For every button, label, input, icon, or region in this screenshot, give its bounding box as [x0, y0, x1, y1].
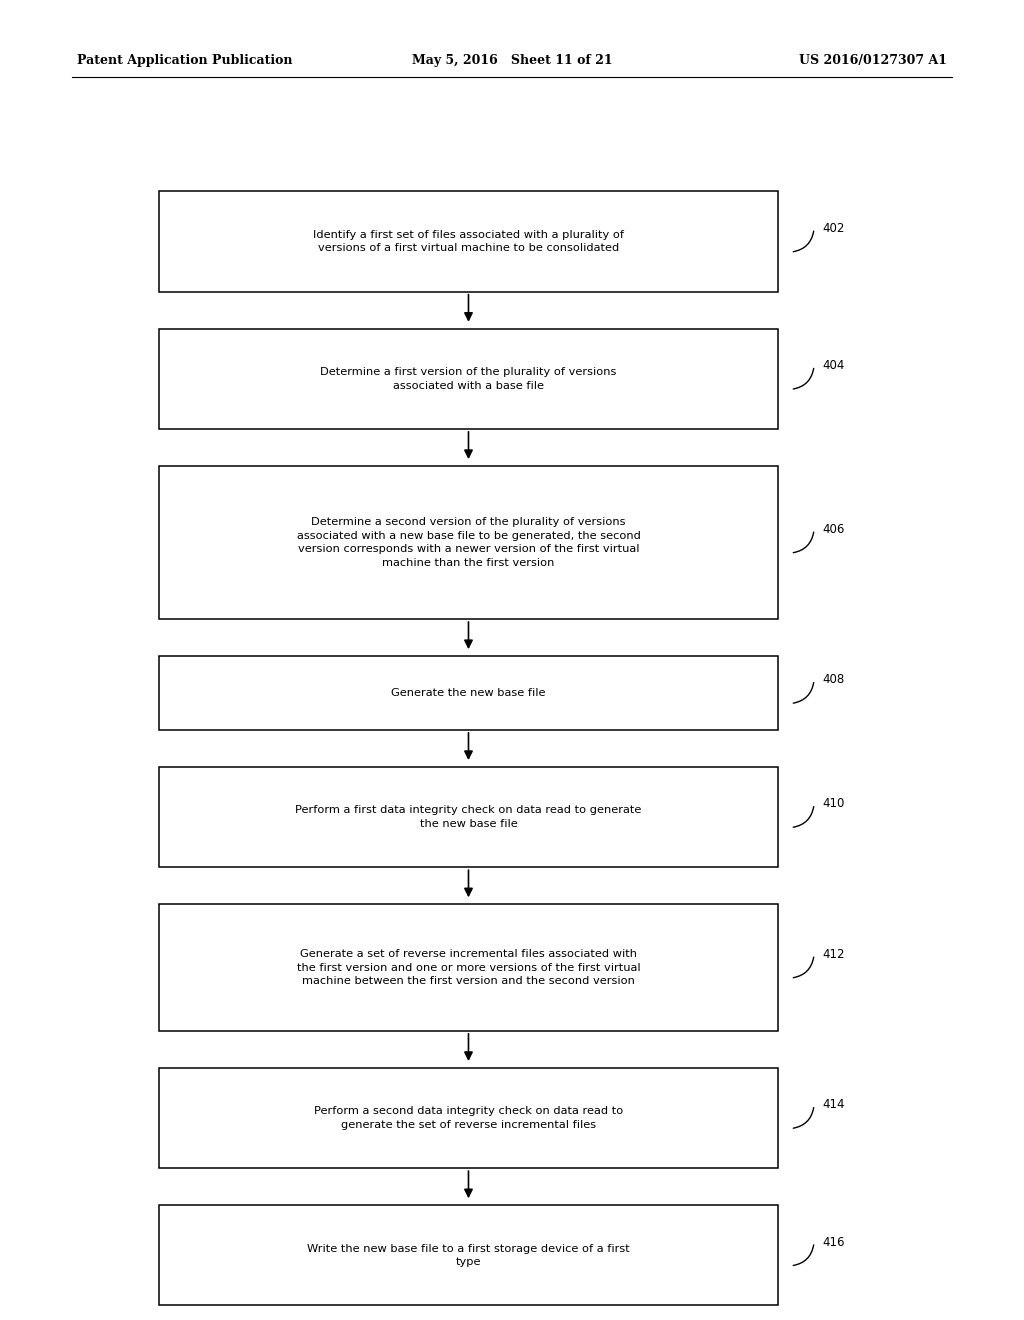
Text: 414: 414 — [822, 1098, 845, 1111]
Text: 416: 416 — [822, 1236, 845, 1249]
Text: Identify a first set of files associated with a plurality of
versions of a first: Identify a first set of files associated… — [313, 230, 624, 253]
Text: Perform a first data integrity check on data read to generate
the new base file: Perform a first data integrity check on … — [295, 805, 642, 829]
Text: Determine a first version of the plurality of versions
associated with a base fi: Determine a first version of the plurali… — [321, 367, 616, 391]
Text: US 2016/0127307 A1: US 2016/0127307 A1 — [799, 54, 947, 67]
Bar — [159, 329, 778, 429]
Bar — [159, 656, 778, 730]
Text: 404: 404 — [822, 359, 845, 372]
Text: Determine a second version of the plurality of versions
associated with a new ba: Determine a second version of the plural… — [297, 517, 640, 568]
Text: Patent Application Publication: Patent Application Publication — [77, 54, 292, 67]
Bar — [159, 1068, 778, 1168]
Text: Generate the new base file: Generate the new base file — [391, 688, 546, 698]
Text: Generate a set of reverse incremental files associated with
the first version an: Generate a set of reverse incremental fi… — [297, 949, 640, 986]
Bar — [159, 1205, 778, 1305]
Text: May 5, 2016   Sheet 11 of 21: May 5, 2016 Sheet 11 of 21 — [412, 54, 612, 67]
Text: 402: 402 — [822, 222, 845, 235]
Text: Write the new base file to a first storage device of a first
type: Write the new base file to a first stora… — [307, 1243, 630, 1267]
Bar — [159, 904, 778, 1031]
Text: 408: 408 — [822, 673, 845, 686]
Bar — [159, 767, 778, 867]
Text: 410: 410 — [822, 797, 845, 810]
Bar — [159, 466, 778, 619]
Text: 412: 412 — [822, 948, 845, 961]
Text: Perform a second data integrity check on data read to
generate the set of revers: Perform a second data integrity check on… — [313, 1106, 624, 1130]
Bar — [159, 191, 778, 292]
Text: 406: 406 — [822, 523, 845, 536]
